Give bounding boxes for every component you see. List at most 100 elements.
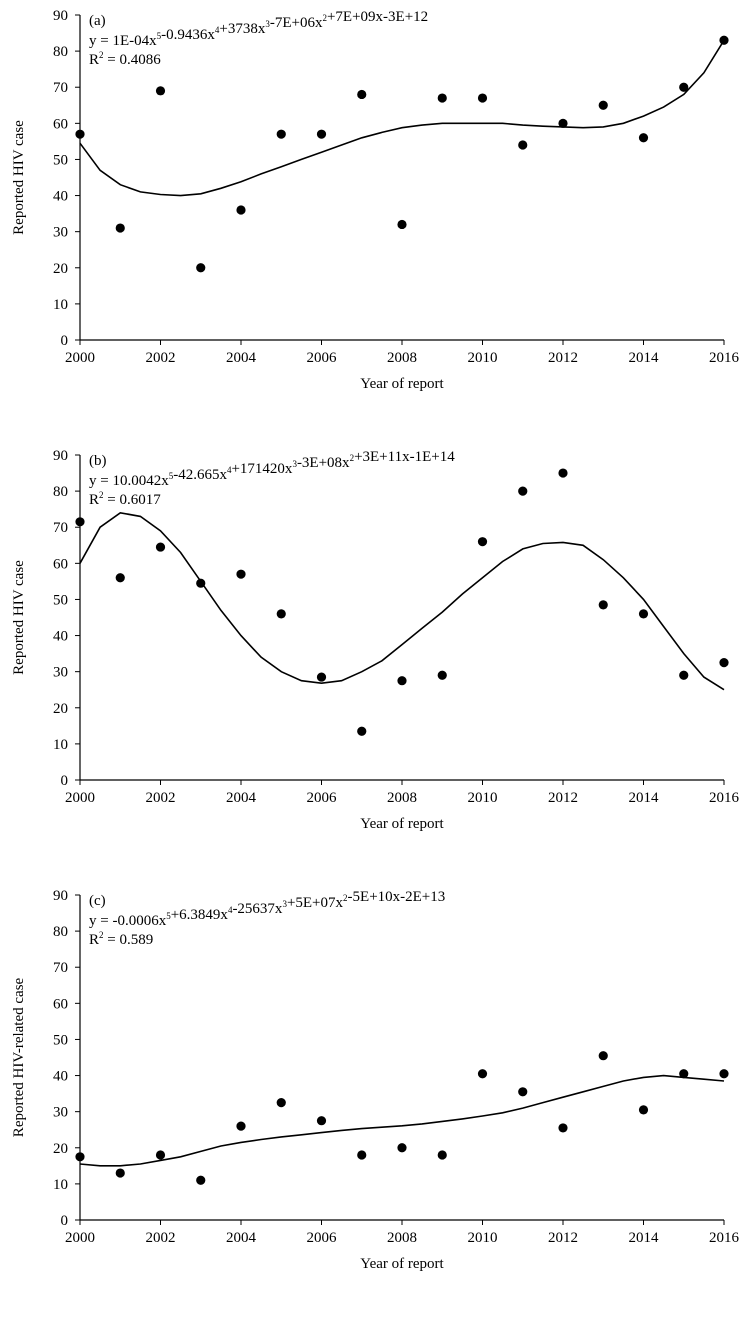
- equation-exponent: 3: [292, 459, 297, 469]
- x-tick-label: 2002: [146, 350, 176, 366]
- y-tick-label: 40: [53, 189, 68, 205]
- data-point: [558, 1123, 568, 1133]
- x-tick-label: 2010: [468, 1230, 498, 1246]
- y-tick-label: 20: [53, 261, 68, 277]
- equation-term: -42.665x: [173, 467, 227, 483]
- x-tick-label: 2012: [548, 1230, 578, 1246]
- equation-term: +3E+11x-1E+14: [354, 449, 455, 465]
- data-point: [276, 609, 286, 619]
- equation-exponent: 4: [227, 465, 232, 475]
- y-tick-label: 10: [53, 297, 68, 313]
- x-tick-label: 2014: [629, 790, 660, 806]
- equation-exponent: 4: [215, 25, 220, 35]
- equation-term: -0.9436x: [161, 27, 215, 43]
- data-point: [75, 517, 85, 527]
- equation-term: -7E+06x: [270, 15, 323, 31]
- trend-line: [79, 511, 725, 691]
- trend-line: [79, 1074, 725, 1167]
- trend-line: [79, 39, 725, 197]
- data-point: [477, 537, 488, 547]
- y-tick-label: 0: [61, 333, 69, 349]
- chart-panel: 0 10 20 30 40 50 60 70 80 90 2000 2002 2004 2006 2008 2…: [11, 888, 740, 1272]
- data-point: [518, 486, 528, 496]
- y-tick-label: 10: [53, 1177, 68, 1193]
- panel-label: (b): [89, 453, 107, 469]
- y-tick-label: 60: [53, 116, 68, 132]
- x-tick-label: 2000: [65, 350, 95, 366]
- x-tick-label: 2006: [307, 350, 338, 366]
- r-squared-prefix: R: [89, 932, 99, 948]
- y-tick-label: 50: [53, 592, 68, 608]
- y-axis-title: Reported HIV case: [11, 120, 27, 235]
- data-point: [679, 1069, 689, 1079]
- y-tick-label: 30: [53, 1105, 68, 1121]
- y-axis-title: Reported HIV case: [11, 560, 27, 675]
- r-squared-value: = 0.589: [104, 932, 154, 948]
- y-tick-label: 90: [53, 888, 68, 904]
- data-point: [638, 133, 649, 143]
- data-point: [719, 35, 729, 45]
- equation-term: y = 1E-04x: [89, 33, 157, 49]
- data-point: [638, 1105, 649, 1115]
- data-point: [196, 263, 206, 273]
- data-point: [437, 670, 447, 680]
- x-tick-label: 2000: [65, 790, 95, 806]
- data-point: [196, 1175, 206, 1185]
- data-point: [196, 578, 206, 588]
- data-point: [719, 1069, 729, 1079]
- y-tick-label: 50: [53, 152, 68, 168]
- data-point: [477, 93, 488, 103]
- data-point: [397, 676, 407, 686]
- y-tick-label: 70: [53, 80, 68, 96]
- panel-label: (c): [89, 893, 106, 909]
- data-point: [115, 1168, 125, 1178]
- x-tick-label: 2002: [146, 1230, 176, 1246]
- data-point: [558, 118, 568, 128]
- r-squared-exponent: 2: [99, 490, 104, 500]
- x-tick-label: 2008: [387, 350, 417, 366]
- x-tick-label: 2016: [709, 350, 740, 366]
- r-squared-value: = 0.4086: [104, 52, 162, 68]
- data-point: [276, 1098, 286, 1108]
- y-tick-label: 20: [53, 1141, 68, 1157]
- x-tick-label: 2004: [226, 350, 257, 366]
- trendline-equation: y = 1E-04x5-0.9436x4+3738x3-7E+06x2+7E+0…: [89, 9, 428, 49]
- equation-term: y = -0.0006x: [89, 913, 167, 929]
- data-point: [155, 86, 166, 96]
- data-point: [316, 672, 327, 682]
- y-tick-label: 10: [53, 737, 68, 753]
- y-tick-label: 50: [53, 1032, 68, 1048]
- y-tick-label: 0: [61, 773, 69, 789]
- x-tick-label: 2002: [146, 790, 176, 806]
- r-squared-exponent: 2: [99, 50, 104, 60]
- data-point: [316, 129, 327, 139]
- r-squared-prefix: R: [89, 492, 99, 508]
- y-tick-label: 40: [53, 629, 68, 645]
- data-point: [598, 600, 608, 610]
- equation-exponent: 5: [166, 911, 171, 921]
- data-point: [437, 93, 447, 103]
- x-tick-label: 2014: [629, 1230, 660, 1246]
- equation-term: y = 10.0042x: [89, 473, 169, 489]
- y-tick-label: 80: [53, 924, 68, 940]
- x-tick-label: 2010: [468, 350, 498, 366]
- data-point: [437, 1150, 447, 1160]
- equation-exponent: 2: [350, 453, 355, 463]
- y-tick-label: 20: [53, 701, 68, 717]
- y-tick-label: 70: [53, 960, 68, 976]
- r-squared-prefix: R: [89, 52, 99, 68]
- r-squared: R2 = 0.589: [89, 930, 153, 948]
- data-point: [155, 1150, 166, 1160]
- x-axis-title: Year of report: [360, 816, 444, 832]
- x-tick-label: 2004: [226, 1230, 257, 1246]
- y-tick-label: 60: [53, 996, 68, 1012]
- data-point: [477, 1069, 488, 1079]
- equation-term: +6.3849x: [171, 907, 229, 923]
- equation-exponent: 3: [282, 899, 287, 909]
- data-point: [397, 219, 407, 230]
- equation-exponent: 4: [228, 905, 233, 915]
- x-tick-label: 2010: [468, 790, 498, 806]
- data-point: [316, 1116, 327, 1126]
- r-squared: R2 = 0.6017: [89, 490, 161, 508]
